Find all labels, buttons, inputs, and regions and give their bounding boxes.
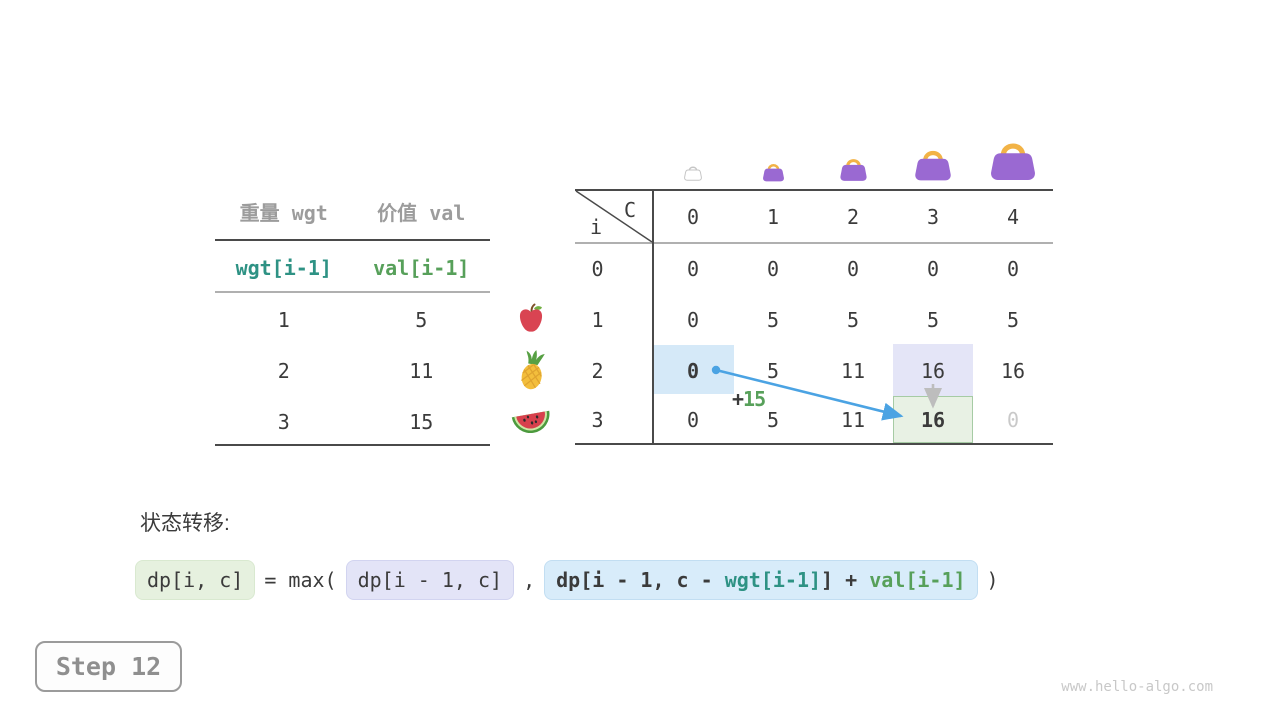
bag-capacity-0-icon	[683, 163, 703, 182]
items-header-weight: 重量 wgt	[239, 200, 328, 225]
dp-cells-grid: 0 0 0 0 0 0 5 5 5 5 0 5 11 16 16 0 5 11 …	[653, 243, 1053, 444]
dp-table-top-rule	[575, 189, 1053, 191]
state-transition-heading: 状态转移:	[140, 512, 230, 535]
dp-col-header-4: 4	[1006, 204, 1020, 229]
items-subheader-val: val[i-1]	[373, 256, 470, 280]
dp-cell-0-1: 0	[766, 256, 780, 281]
items-table-bottom-rule	[215, 444, 490, 446]
formula-arg1-chip: dp[i - 1, c]	[345, 560, 515, 600]
dp-col-headers: 0 1 2 3 4	[653, 190, 1053, 243]
bag-capacity-3-icon	[912, 144, 954, 184]
item-3-weight: 3	[277, 410, 290, 434]
item-2-value: 11	[409, 359, 434, 383]
dp-cell-0-4: 0	[1006, 256, 1020, 281]
dp-cell-0-2: 0	[846, 256, 860, 281]
item-1-weight: 1	[277, 308, 290, 332]
bonus-plus-sign: +	[732, 387, 744, 411]
items-table-row-2: 2 11	[215, 357, 490, 385]
formula-lhs-chip: dp[i, c]	[135, 560, 256, 600]
items-table-top-rule	[215, 239, 490, 241]
formula-arg2-wgt: wgt[i-1]	[724, 568, 822, 592]
apple-icon	[515, 301, 547, 335]
items-table-subheader-row: wgt[i-1] val[i-1]	[215, 254, 490, 282]
dp-cell-2-4: 16	[1000, 358, 1026, 383]
dp-row-headers: 0 1 2 3	[575, 243, 620, 444]
dp-cell-0-3: 0	[926, 256, 940, 281]
formula-equals-max: = max(	[264, 568, 337, 592]
pineapple-icon	[515, 348, 549, 392]
formula-arg2-val: val[i-1]	[869, 568, 966, 592]
dp-table-vertical-rule	[652, 189, 654, 445]
dp-table-bottom-rule	[575, 443, 1053, 445]
bonus-value: 15	[743, 387, 766, 411]
watermelon-icon	[510, 404, 552, 436]
item-3-value: 15	[409, 410, 434, 434]
dp-col-header-0: 0	[686, 204, 700, 229]
dp-row-header-2: 2	[591, 358, 604, 383]
dp-cell-1-3: 5	[926, 307, 940, 332]
dp-table-header-rule	[575, 242, 1053, 244]
dp-cell-3-2: 11	[840, 408, 866, 432]
dp-row-header-3: 3	[591, 408, 604, 432]
formula-arg2-prefix: dp[i - 1, c -	[556, 568, 725, 592]
transition-bonus-label: +15	[732, 387, 766, 411]
items-table-row-1: 1 5	[215, 306, 490, 334]
formula-comma: ,	[523, 568, 536, 592]
formula-close-paren: )	[986, 568, 999, 592]
dp-cell-1-4: 5	[1006, 307, 1020, 332]
state-transition-formula: dp[i, c] = max( dp[i - 1, c] , dp[i - 1,…	[135, 560, 999, 600]
dp-corner-diagonal-line	[575, 190, 653, 243]
dp-cell-2-2: 11	[840, 358, 866, 383]
dp-cell-0-0: 0	[686, 256, 700, 281]
dp-corner-row-var: i	[590, 215, 603, 239]
bag-capacity-2-icon	[838, 154, 869, 184]
dp-row-header-0: 0	[591, 256, 604, 281]
bag-capacity-1-icon	[761, 160, 786, 184]
items-subheader-wgt: wgt[i-1]	[235, 256, 332, 280]
item-1-value: 5	[415, 308, 428, 332]
item-2-weight: 2	[277, 359, 290, 383]
dp-cell-3-0: 0	[686, 408, 700, 432]
items-table-row-3: 3 15	[215, 408, 490, 436]
dp-cell-3-3: 16	[920, 408, 946, 432]
dp-cell-1-1: 5	[766, 307, 780, 332]
dp-cell-1-0: 0	[686, 307, 700, 332]
items-table-mid-rule	[215, 291, 490, 293]
dp-corner-col-var: C	[624, 198, 637, 222]
formula-arg2-mid: ] +	[821, 568, 870, 592]
dp-cell-2-3: 16	[920, 358, 946, 383]
formula-arg2-chip: dp[i - 1, c - wgt[i-1]] + val[i-1]	[544, 560, 978, 600]
bag-capacity-4-icon	[987, 135, 1039, 184]
items-header-value: 价值 val	[377, 200, 466, 225]
items-table-header-row: 重量 wgt 价值 val	[215, 197, 490, 225]
dp-col-header-1: 1	[766, 204, 780, 229]
watermark: www.hello-algo.com	[1061, 679, 1213, 695]
step-badge: Step 12	[35, 641, 182, 692]
dp-col-header-3: 3	[926, 204, 940, 229]
dp-cell-1-2: 5	[846, 307, 860, 332]
dp-cell-2-0: 0	[686, 358, 700, 383]
dp-row-header-1: 1	[591, 307, 604, 332]
dp-col-header-2: 2	[846, 204, 860, 229]
dp-cell-3-4: 0	[1006, 408, 1020, 432]
